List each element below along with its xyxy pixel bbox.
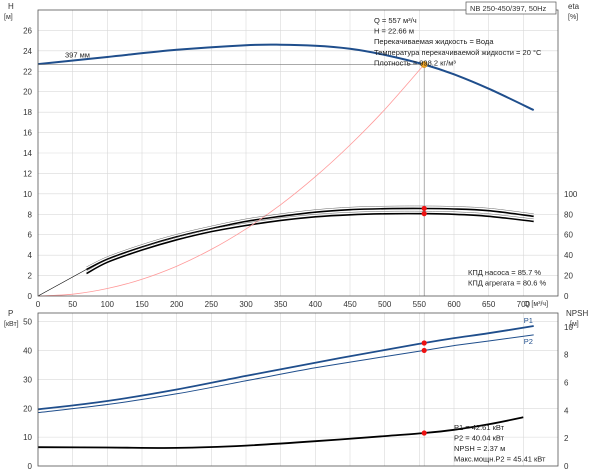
impeller-diameter-label: 397 мм	[65, 51, 90, 60]
bottom-panel-axes: 0 10 20 30 40 50 0 2 4 6 8 10	[23, 312, 573, 471]
npsh-tick-label: 4	[564, 406, 569, 415]
eta-tick-label: 80	[564, 210, 573, 219]
h-tick-label: 6	[28, 231, 33, 240]
bottom-panel-grid	[38, 313, 558, 467]
npsh-curve	[37, 416, 524, 449]
bottom-panel-frame	[37, 312, 559, 467]
h-axis-title: H	[8, 2, 14, 11]
npsh-tick-label: 8	[564, 351, 569, 360]
power-info-line: P2 = 40.04 кВт	[454, 434, 505, 443]
x-tick-label: 200	[170, 300, 184, 309]
x-tick-label: 300	[239, 300, 253, 309]
efficiency-curve-outline	[86, 205, 534, 268]
eta-tick-label: 20	[564, 272, 573, 281]
h-tick-label: 26	[23, 26, 32, 35]
duty-point-marker	[420, 61, 428, 68]
h-axis-unit: [м]	[4, 14, 13, 21]
p2-duty-marker	[421, 347, 427, 354]
h-tick-label: 0	[28, 292, 33, 301]
h-tick-label: 4	[28, 251, 33, 260]
x-tick-label: 500	[378, 300, 392, 309]
model-label-box	[465, 1, 557, 15]
top-panel-grid	[38, 10, 558, 297]
eta-tick-label: 40	[564, 251, 573, 260]
chart-labels: H [м] eta [%] Q [м³/ч] NB 250-450/397, 50Hz Q …	[4, 1, 588, 464]
duty-info-line: H = 22.66 м	[374, 27, 414, 36]
x-tick-label: 250	[205, 300, 219, 309]
unit-efficiency-marker	[421, 211, 427, 217]
npsh-axis-title: NPSH	[566, 309, 588, 318]
power-info-line: P1 = 42.61 кВт	[454, 423, 505, 432]
x-tick-label: 50	[68, 300, 77, 309]
x-tick-label: 700	[517, 300, 531, 309]
x-tick-label: 650	[482, 300, 496, 309]
h-tick-label: 10	[23, 190, 32, 199]
efficiency-info-line: КПД насоса = 85.7 %	[468, 268, 541, 277]
p1-duty-marker	[421, 340, 427, 346]
p-tick-label: 30	[23, 375, 32, 384]
model-label: NB 250-450/397, 50Hz	[470, 4, 547, 13]
efficiency-curve	[86, 207, 534, 271]
h-tick-label: 20	[23, 88, 32, 97]
efficiency-info-line: КПД агрегата = 80.6 %	[468, 279, 546, 288]
efficiency-curve	[86, 212, 534, 275]
p-tick-label: 50	[23, 318, 32, 327]
p2-series-label: P2	[524, 337, 533, 346]
x-axis-title: Q [м³/ч]	[524, 301, 548, 308]
h-tick-label: 16	[23, 129, 32, 138]
x-tick-label: 150	[135, 300, 149, 309]
npsh-tick-label: 6	[564, 379, 569, 388]
p-axis-title: P	[8, 309, 13, 318]
npsh-axis-unit: [м]	[570, 321, 579, 328]
p-tick-label: 20	[23, 404, 32, 413]
eta-axis-unit: [%]	[568, 14, 578, 21]
efficiency-origin-segment	[37, 246, 143, 297]
bottom-panel-series	[37, 313, 534, 466]
h-tick-label: 14	[23, 149, 32, 158]
h-tick-label: 22	[23, 67, 32, 76]
duty-info-line: Плотность = 998.2 кг/м³	[374, 58, 456, 67]
x-tick-label: 450	[343, 300, 357, 309]
p2-curve	[37, 334, 534, 414]
duty-info-line: Q = 557 м³/ч	[374, 16, 417, 25]
x-tick-label: 0	[36, 300, 41, 309]
p-tick-label: 0	[28, 462, 33, 471]
h-tick-label: 2	[28, 272, 33, 281]
p1-series-label: P1	[524, 316, 533, 325]
eta-tick-label: 0	[564, 292, 569, 301]
eta-tick-label: 60	[564, 231, 573, 240]
npsh-tick-label: 10	[564, 323, 573, 332]
x-tick-label: 100	[101, 300, 115, 309]
power-info-line: Макс.мощн.P2 = 45.41 кВт	[454, 455, 546, 464]
top-panel-series	[37, 43, 535, 297]
npsh-tick-label: 2	[564, 434, 569, 443]
duty-info-line: Перекачиваемая жидкость = Вода	[374, 37, 494, 46]
duty-info-line: Температура перекачиваемой жидкости = 20…	[374, 48, 542, 57]
eta-axis-title: eta	[568, 2, 580, 11]
x-tick-label: 400	[309, 300, 323, 309]
system-curve	[37, 64, 425, 297]
h-tick-label: 8	[28, 210, 33, 219]
x-tick-label: 550	[413, 300, 427, 309]
p-axis-unit: [кВт]	[4, 321, 19, 328]
p-tick-label: 10	[23, 433, 32, 442]
x-tick-label: 350	[274, 300, 288, 309]
top-panel-frame	[37, 9, 559, 297]
npsh-tick-label: 0	[564, 462, 569, 471]
efficiency-curve-outline	[86, 210, 534, 272]
p-tick-label: 40	[23, 347, 32, 356]
pump-efficiency-marker	[421, 205, 427, 212]
x-tick-label: 600	[447, 300, 461, 309]
h-tick-label: 18	[23, 108, 32, 117]
h-tick-label: 12	[23, 169, 32, 178]
power-info-line: NPSH = 2.37 м	[454, 444, 505, 453]
npsh-duty-marker	[421, 430, 427, 436]
head-curve	[37, 43, 535, 112]
p1-curve	[37, 325, 534, 411]
h-tick-label: 24	[23, 47, 32, 56]
eta-tick-label: 100	[564, 190, 578, 199]
top-panel-axes: 0 50 100 150 200 250 300 350 400 450 500 550 600 650 7…	[23, 9, 578, 309]
